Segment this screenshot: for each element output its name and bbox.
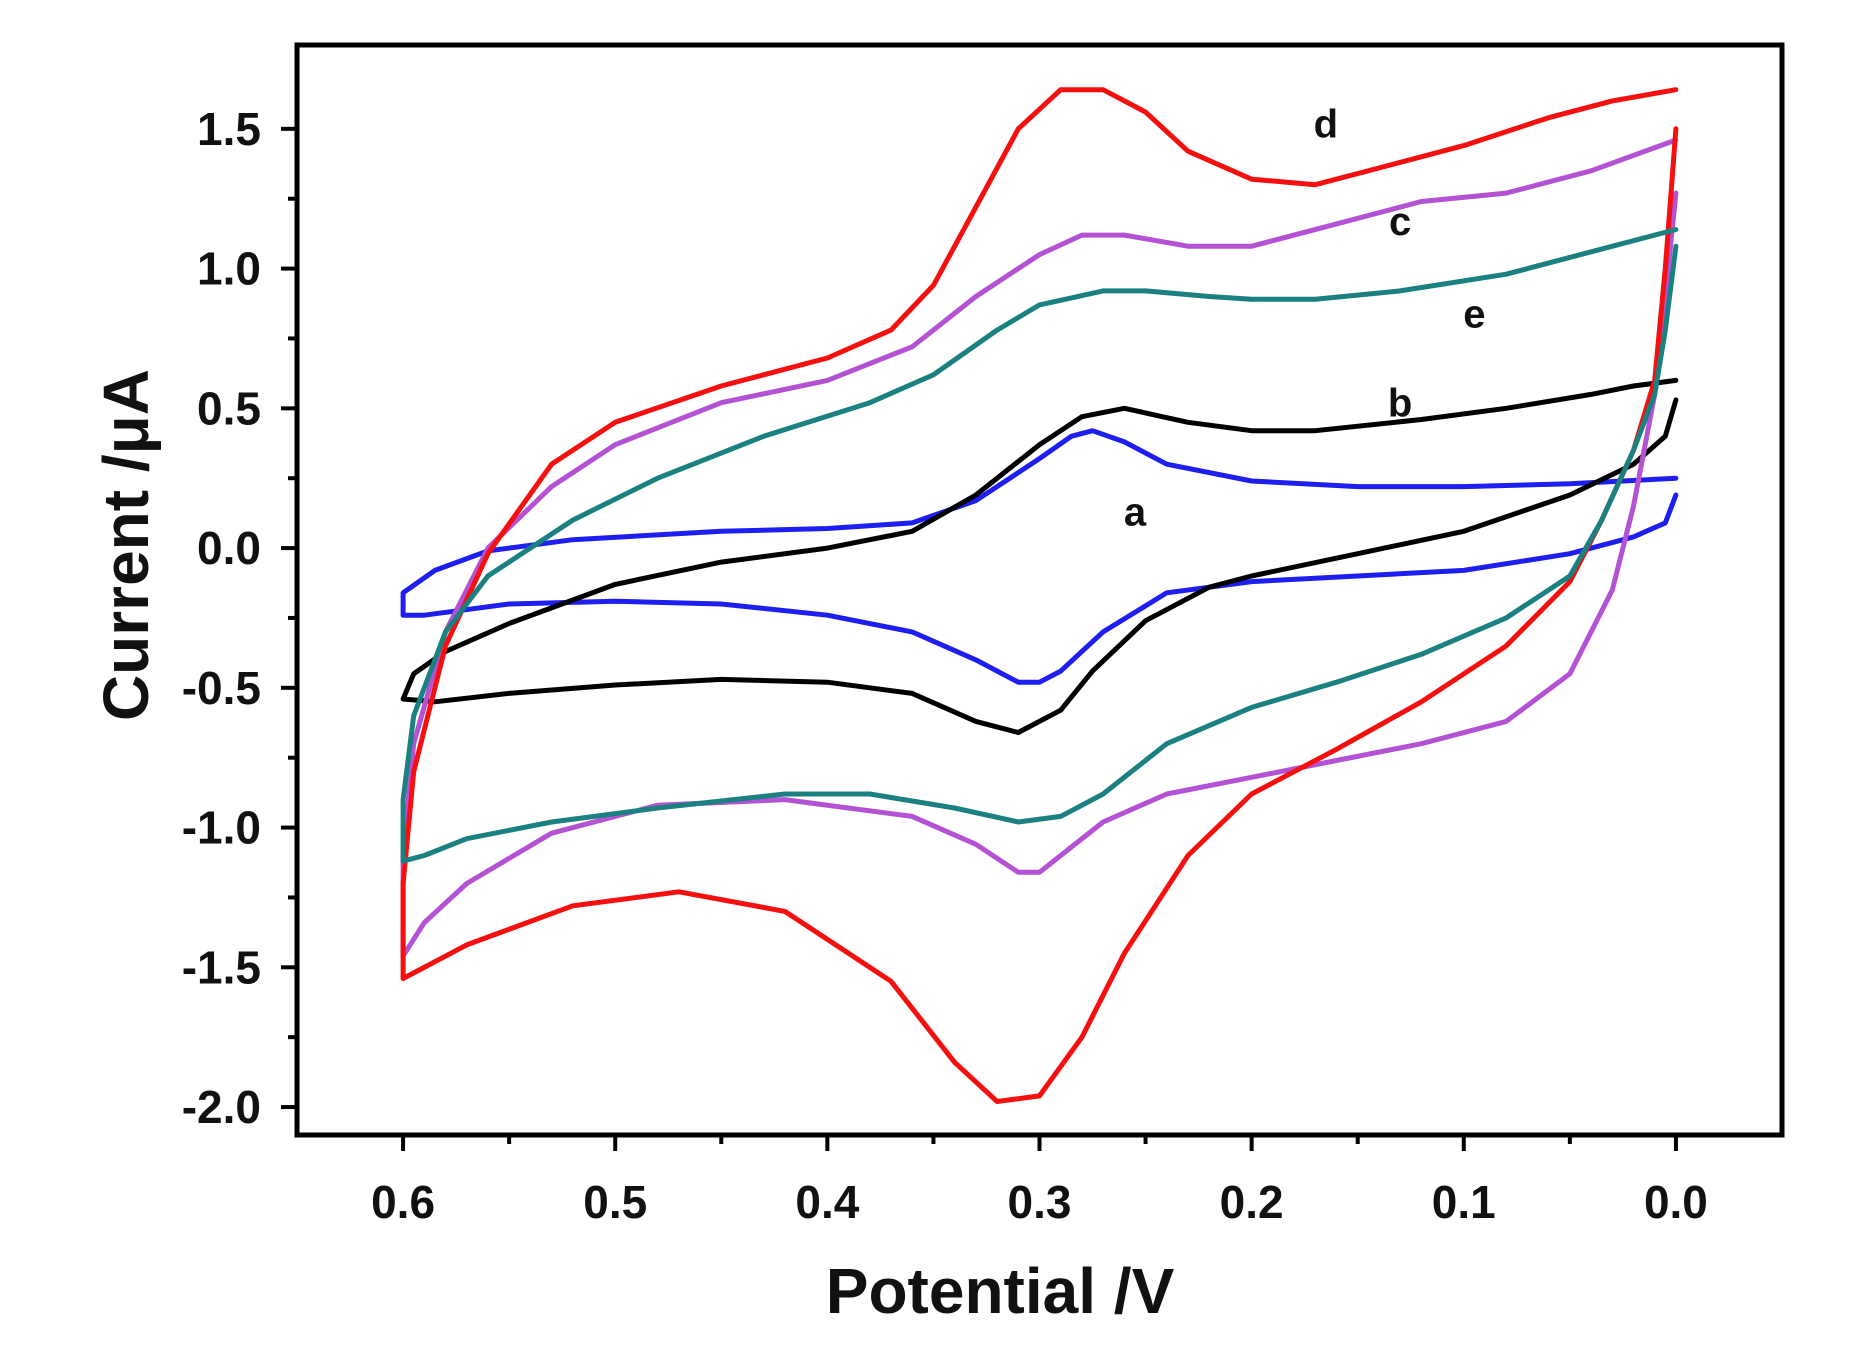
- curve-c: [400, 137, 1679, 959]
- curve-label-d: d: [1314, 102, 1338, 146]
- y-tick-label: 0.5: [197, 382, 261, 434]
- x-tick-label: 0.1: [1432, 1176, 1496, 1228]
- y-axis-title: Current /μA: [90, 369, 162, 721]
- axis-ticks: [281, 126, 1678, 1151]
- x-tick-labels: 0.6 0.5 0.4 0.3 0.2 0.1 0.0: [371, 1176, 1708, 1228]
- x-tick-label: 0.5: [583, 1176, 647, 1228]
- y-tick-labels: 1.5 1.0 0.5 0.0 -0.5 -1.0 -1.5 -2.0: [182, 103, 261, 1133]
- y-tick-label: -1.5: [182, 941, 261, 993]
- y-tick-label: 1.5: [197, 103, 261, 155]
- y-tick-label: -1.0: [182, 802, 261, 854]
- curves-layer: [400, 87, 1679, 1104]
- x-axis-title: Potential /V: [826, 1255, 1175, 1327]
- x-tick-label: 0.2: [1220, 1176, 1284, 1228]
- curve-labels: a b c d e: [1124, 102, 1486, 534]
- curve-label-b: b: [1388, 382, 1412, 426]
- x-tick-label: 0.0: [1644, 1176, 1708, 1228]
- curve-label-a: a: [1124, 491, 1147, 535]
- y-tick-label: 1.0: [197, 243, 261, 295]
- x-tick-label: 0.3: [1008, 1176, 1072, 1228]
- y-tick-label: -0.5: [182, 662, 261, 714]
- curve-label-c: c: [1389, 200, 1411, 244]
- curve-a: [400, 428, 1679, 685]
- curve-e: [400, 227, 1679, 864]
- x-tick-label: 0.6: [371, 1176, 435, 1228]
- x-tick-label: 0.4: [795, 1176, 859, 1228]
- curve-label-e: e: [1463, 292, 1485, 336]
- y-tick-label: 0.0: [197, 522, 261, 574]
- curve-b: [400, 377, 1679, 735]
- y-tick-label: -2.0: [182, 1081, 261, 1133]
- curve-d: [400, 87, 1679, 1104]
